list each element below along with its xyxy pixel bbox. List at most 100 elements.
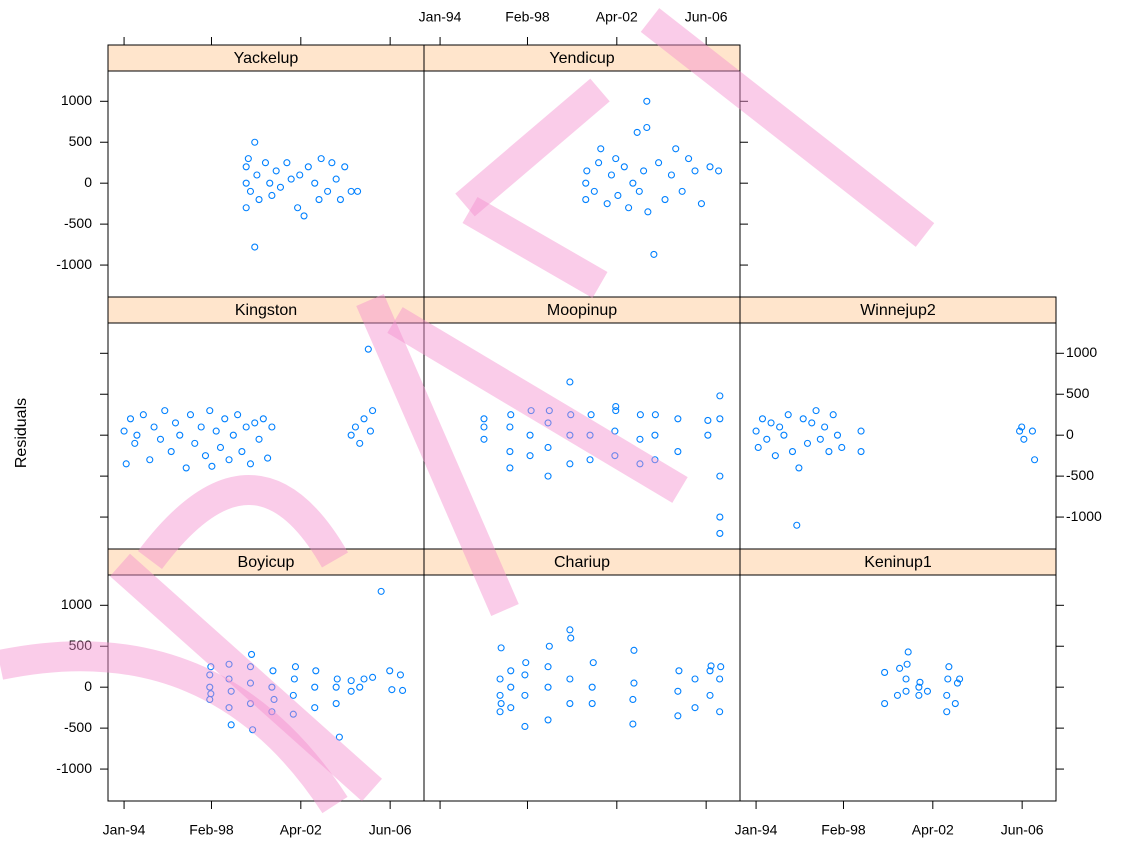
point xyxy=(497,692,503,698)
point xyxy=(318,156,324,162)
point xyxy=(589,684,595,690)
point xyxy=(132,440,138,446)
point xyxy=(121,428,127,434)
point xyxy=(239,449,245,455)
point xyxy=(147,457,153,463)
point xyxy=(567,379,573,385)
point xyxy=(523,660,529,666)
point xyxy=(567,676,573,682)
point xyxy=(717,514,723,520)
point xyxy=(705,417,711,423)
point xyxy=(209,463,215,469)
point xyxy=(361,416,367,422)
point xyxy=(839,444,845,450)
point xyxy=(357,684,363,690)
point xyxy=(202,453,208,459)
point xyxy=(903,688,909,694)
point xyxy=(903,676,909,682)
panel-title: Keninup1 xyxy=(864,554,932,571)
point xyxy=(626,205,632,211)
chart: Residuals Boyicup-1000-50005001000Jan-94… xyxy=(0,0,1126,842)
point xyxy=(252,139,258,145)
point xyxy=(692,168,698,174)
x-tick-label: Jan-94 xyxy=(419,9,462,25)
point xyxy=(252,244,258,250)
point xyxy=(590,660,596,666)
point xyxy=(198,424,204,430)
point xyxy=(630,696,636,702)
point xyxy=(924,688,930,694)
y-tick-label: 500 xyxy=(1066,385,1090,401)
point xyxy=(772,453,778,459)
point xyxy=(230,432,236,438)
point xyxy=(946,664,952,670)
point xyxy=(256,436,262,442)
point xyxy=(636,188,642,194)
point xyxy=(589,701,595,707)
y-tick-label: -500 xyxy=(1066,467,1094,483)
point xyxy=(387,668,393,674)
point xyxy=(716,168,722,174)
point xyxy=(717,416,723,422)
point xyxy=(621,164,627,170)
point xyxy=(243,424,249,430)
point xyxy=(269,192,275,198)
point xyxy=(707,164,713,170)
point xyxy=(675,713,681,719)
point xyxy=(631,647,637,653)
point xyxy=(192,440,198,446)
point xyxy=(292,664,298,670)
point xyxy=(288,176,294,182)
point xyxy=(613,156,619,162)
point xyxy=(705,432,711,438)
x-tick-label: Jun-06 xyxy=(1001,822,1044,838)
point xyxy=(545,444,551,450)
point xyxy=(692,705,698,711)
point xyxy=(944,709,950,715)
y-tick-label: 1000 xyxy=(1066,344,1097,360)
panel-title: Yackelup xyxy=(234,50,299,67)
point xyxy=(546,643,552,649)
point xyxy=(644,125,650,131)
point xyxy=(527,453,533,459)
point xyxy=(245,156,251,162)
point xyxy=(284,160,290,166)
point xyxy=(567,627,573,633)
point xyxy=(598,146,604,152)
point xyxy=(348,188,354,194)
x-tick-label: Feb-98 xyxy=(821,822,866,838)
point xyxy=(140,412,146,418)
point xyxy=(243,180,249,186)
point xyxy=(764,436,770,442)
point xyxy=(291,676,297,682)
point xyxy=(508,668,514,674)
point xyxy=(187,412,193,418)
point xyxy=(785,412,791,418)
point xyxy=(262,160,268,166)
y-axis-title: Residuals xyxy=(13,398,30,468)
point xyxy=(168,449,174,455)
point xyxy=(945,676,951,682)
point xyxy=(127,416,133,422)
point xyxy=(676,668,682,674)
point xyxy=(355,188,361,194)
point xyxy=(817,436,823,442)
point xyxy=(507,424,513,430)
point xyxy=(794,522,800,528)
point xyxy=(252,420,258,426)
panel-title: Moopinup xyxy=(547,302,617,319)
point xyxy=(897,665,903,671)
point xyxy=(822,424,828,430)
point xyxy=(207,408,213,414)
point xyxy=(641,168,647,174)
x-tick-label: Jun-06 xyxy=(685,9,728,25)
watermark xyxy=(470,210,600,285)
point xyxy=(400,687,406,693)
point xyxy=(717,676,723,682)
point xyxy=(267,180,273,186)
point xyxy=(162,408,168,414)
point xyxy=(637,412,643,418)
watermark xyxy=(465,90,600,205)
panel-frame xyxy=(108,71,424,297)
point xyxy=(679,188,685,194)
